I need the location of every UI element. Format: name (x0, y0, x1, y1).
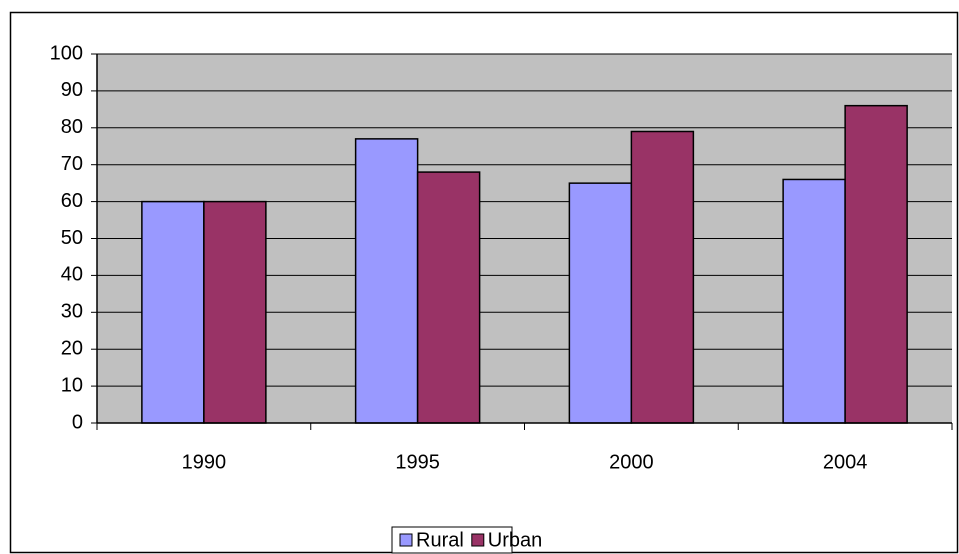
bar (354, 138, 419, 424)
y-tick-label: 30 (61, 301, 83, 323)
y-tick-label: 0 (72, 411, 83, 433)
bar (782, 178, 846, 424)
y-tick-label: 100 (50, 42, 83, 64)
bar (141, 200, 205, 424)
x-tick-label: 1995 (395, 451, 440, 473)
bar (203, 200, 267, 424)
bar (630, 130, 695, 424)
y-tick-label: 70 (61, 153, 83, 175)
y-tick-label: 60 (61, 190, 83, 212)
y-tick-label: 80 (61, 116, 83, 138)
legend-label: Rural (416, 529, 464, 551)
bar (568, 182, 633, 424)
legend-swatch (399, 533, 413, 547)
bar (844, 104, 908, 424)
y-tick-label: 40 (61, 264, 83, 286)
y-tick-label: 50 (61, 227, 83, 249)
legend-label: Urban (488, 529, 542, 551)
bar (416, 171, 481, 424)
x-tick-label: 1990 (182, 451, 227, 473)
legend-swatch (471, 533, 485, 547)
x-tick-label: 2004 (823, 451, 868, 473)
y-tick-label: 10 (61, 374, 83, 396)
y-tick-label: 20 (61, 337, 83, 359)
x-tick-label: 2000 (609, 451, 654, 473)
y-tick-label: 90 (61, 79, 83, 101)
